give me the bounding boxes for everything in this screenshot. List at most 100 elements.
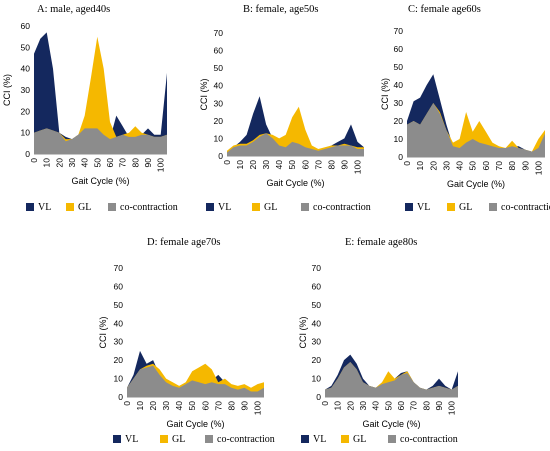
- panel-b-x-tick-label: 100: [352, 160, 362, 174]
- panel-b-y-tick-label: 10: [214, 133, 224, 143]
- panel-c-x-tick-label: 20: [428, 161, 438, 171]
- panel-a-x-tick-label: 80: [130, 158, 140, 168]
- panel-b-y-tick-label: 0: [218, 151, 223, 161]
- panel-c-x-tick-label: 10: [415, 161, 425, 171]
- panel-a-x-tick-label: 60: [105, 158, 115, 168]
- panel-b-series-co-contraction-area: [227, 133, 364, 156]
- panel-e-legend-swatch-gl: [341, 435, 349, 443]
- panel-c-y-tick-label: 0: [398, 152, 403, 162]
- panel-e-y-tick-label: 70: [312, 263, 322, 273]
- panel-b-x-tick-label: 40: [274, 160, 284, 170]
- panel-c-legend-swatch-gl: [447, 203, 455, 211]
- panel-d-y-tick-label: 20: [114, 355, 124, 365]
- panel-e-y-tick-label: 60: [312, 281, 322, 291]
- panel-a-y-tick-label: 60: [21, 21, 31, 31]
- panel-b-x-tick-label: 90: [339, 160, 349, 170]
- panel-d-y-tick-label: 0: [118, 392, 123, 402]
- panel-b-legend-label-vl: VL: [218, 202, 231, 213]
- panel-d-y-tick-label: 70: [114, 263, 124, 273]
- panel-a-y-tick-label: 40: [21, 64, 31, 74]
- panel-a-y-tick-label: 0: [25, 149, 30, 159]
- panel-b-x-tick-label: 50: [287, 160, 297, 170]
- panel-d-y-tick-label: 60: [114, 281, 124, 291]
- panel-a-y-tick-label: 50: [21, 42, 31, 52]
- panel-a-legend-swatch-co-contraction: [108, 203, 116, 211]
- panel-c-y-tick-label: 40: [394, 80, 404, 90]
- panel-d-x-tick-label: 20: [148, 401, 158, 411]
- panel-d-x-tick-label: 40: [174, 401, 184, 411]
- panel-e-y-tick-label: 20: [312, 355, 322, 365]
- panel-a-legend-label-vl: VL: [38, 202, 51, 213]
- panel-c-series-co-contraction-area: [407, 103, 545, 157]
- panel-c-x-tick-label: 80: [507, 161, 517, 171]
- panel-e-x-tick-label: 90: [434, 401, 444, 411]
- panel-b-legend-swatch-co-contraction: [301, 203, 309, 211]
- panel-e-legend-label-vl: VL: [313, 434, 326, 445]
- panel-e-x-axis-label: Gait Cycle (%): [362, 419, 420, 429]
- panel-d-y-tick-label: 10: [114, 374, 124, 384]
- panel-c-x-tick-label: 70: [494, 161, 504, 171]
- panel-b-y-tick-label: 60: [214, 46, 224, 56]
- panel-a-legend-label-co-contraction: co-contraction: [120, 202, 178, 213]
- panel-e-x-tick-label: 60: [396, 401, 406, 411]
- panel-d-legend-label-gl: GL: [172, 434, 185, 445]
- panel-b-x-tick-label: 80: [326, 160, 336, 170]
- panel-b-title: B: female, age50s: [243, 4, 319, 15]
- panel-b-y-tick-label: 50: [214, 63, 224, 73]
- panel-e-y-tick-label: 50: [312, 300, 322, 310]
- panel-d-legend-label-co-contraction: co-contraction: [217, 434, 275, 445]
- panel-c-y-axis-label: CCI (%): [380, 78, 390, 110]
- panel-c-x-tick-label: 50: [468, 161, 478, 171]
- panel-e-x-tick-label: 0: [320, 401, 330, 406]
- panel-d-x-tick-label: 0: [122, 401, 132, 406]
- panel-e-legend-label-co-contraction: co-contraction: [400, 434, 458, 445]
- panel-c-y-tick-label: 30: [394, 98, 404, 108]
- panel-c-y-tick-label: 70: [394, 26, 404, 36]
- panel-c-legend-label-vl: VL: [417, 202, 430, 213]
- panel-e-y-tick-label: 40: [312, 318, 322, 328]
- panel-a-y-tick-label: 30: [21, 85, 31, 95]
- panel-c-legend-swatch-co-contraction: [489, 203, 497, 211]
- panel-e-y-tick-label: 10: [312, 374, 322, 384]
- panel-b-x-tick-label: 70: [313, 160, 323, 170]
- panel-b-legend-swatch-vl: [206, 203, 214, 211]
- panel-e-series-co-contraction-area: [325, 362, 458, 397]
- panel-a-series-gl-area: [34, 36, 167, 155]
- panel-b-y-tick-label: 70: [214, 28, 224, 38]
- panel-b-y-tick-label: 40: [214, 81, 224, 91]
- panel-e-title: E: female age80s: [345, 237, 417, 248]
- panel-d-y-axis-label: CCI (%): [98, 317, 108, 349]
- panel-c-y-tick-label: 10: [394, 134, 404, 144]
- panel-b-x-tick-label: 30: [261, 160, 271, 170]
- panel-d-x-tick-label: 50: [187, 401, 197, 411]
- panel-a-legend-label-gl: GL: [78, 202, 91, 213]
- panel-c-y-tick-label: 50: [394, 62, 404, 72]
- panel-c-legend-label-gl: GL: [459, 202, 472, 213]
- panel-b-y-tick-label: 20: [214, 116, 224, 126]
- panel-d-x-tick-label: 70: [213, 401, 223, 411]
- panel-c-x-tick-label: 30: [441, 161, 451, 171]
- panel-e-y-tick-label: 0: [316, 392, 321, 402]
- panel-d-x-tick-label: 30: [161, 401, 171, 411]
- panel-b-legend-label-co-contraction: co-contraction: [313, 202, 371, 213]
- panel-e-legend-label-gl: GL: [353, 434, 366, 445]
- panel-e-x-tick-label: 20: [345, 401, 355, 411]
- panel-a-legend-swatch-gl: [66, 203, 74, 211]
- panel-b-y-tick-label: 30: [214, 98, 224, 108]
- panel-d-x-tick-label: 80: [226, 401, 236, 411]
- panel-e-x-tick-label: 80: [421, 401, 431, 411]
- panel-c-x-tick-label: 100: [533, 161, 543, 175]
- panel-e-x-tick-label: 40: [371, 401, 381, 411]
- panel-b-y-axis-label: CCI (%): [199, 79, 209, 111]
- panel-e-legend-swatch-co-contraction: [388, 435, 396, 443]
- panel-d-legend-swatch-gl: [160, 435, 168, 443]
- panel-d-y-tick-label: 50: [114, 300, 124, 310]
- panel-d-legend-label-vl: VL: [125, 434, 138, 445]
- panel-d-legend-swatch-vl: [113, 435, 121, 443]
- panel-b-x-tick-label: 20: [248, 160, 258, 170]
- panel-a-y-axis-label: CCI (%): [2, 74, 12, 106]
- panel-a-legend-swatch-vl: [26, 203, 34, 211]
- panel-d-x-tick-label: 10: [135, 401, 145, 411]
- panel-c-legend-swatch-vl: [405, 203, 413, 211]
